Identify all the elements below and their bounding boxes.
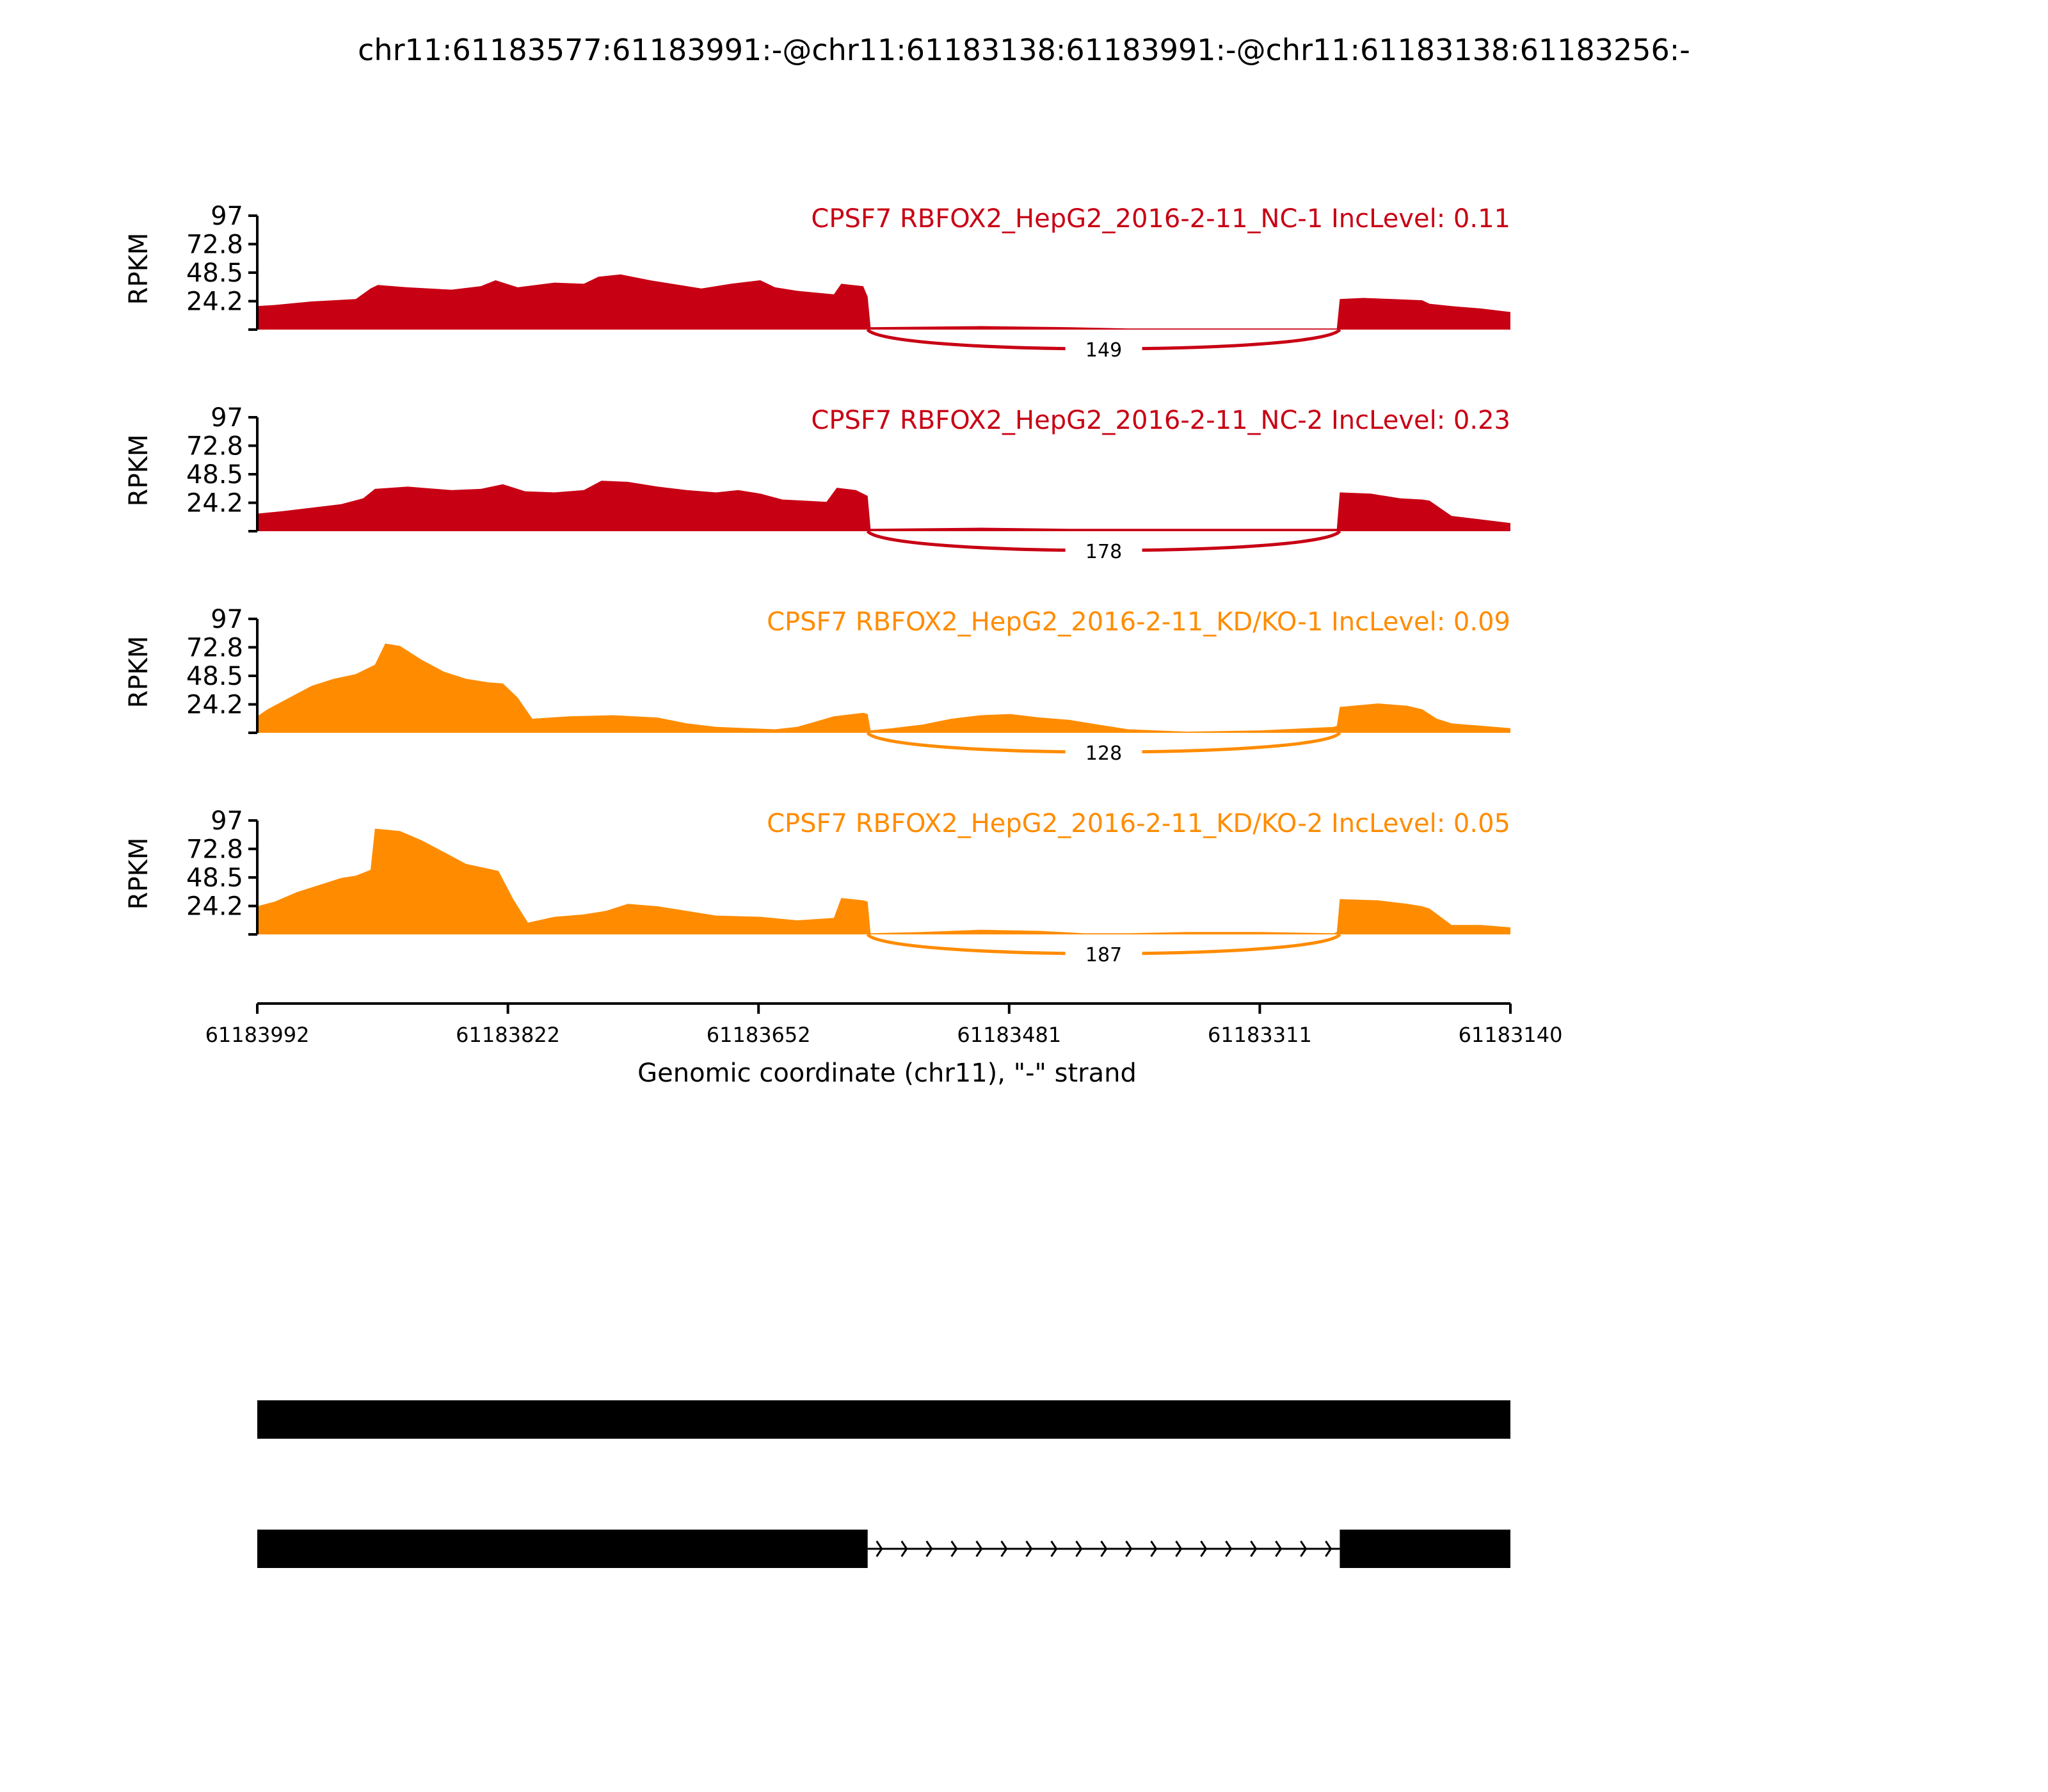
- x-tick-label: 61183652: [707, 1023, 811, 1047]
- x-tick-label: 61183992: [205, 1023, 310, 1047]
- strand-arrow: [1150, 1540, 1158, 1557]
- strand-arrow: [1250, 1540, 1258, 1557]
- strand-arrow: [1300, 1540, 1308, 1557]
- panel-label: CPSF7 RBFOX2_HepG2_2016-2-11_NC-2 IncLev…: [811, 406, 1510, 435]
- y-axis-label: RPKM: [124, 636, 154, 708]
- y-tick-label: 48.5: [186, 662, 243, 691]
- y-tick-label: 97: [211, 403, 243, 433]
- strand-arrow: [950, 1540, 958, 1557]
- strand-arrow: [1175, 1540, 1183, 1557]
- x-axis-label: Genomic coordinate (chr11), "-" strand: [637, 1059, 1137, 1088]
- junction-label-bg: [1065, 739, 1142, 765]
- y-tick-label: 24.2: [186, 489, 243, 518]
- strand-arrow: [1225, 1540, 1233, 1557]
- strand-arrow: [975, 1540, 983, 1557]
- strand-arrow: [1025, 1540, 1033, 1557]
- junction-count-label: 187: [1085, 944, 1122, 966]
- junction-count-label: 128: [1085, 742, 1122, 765]
- y-tick-label: 72.8: [186, 431, 243, 461]
- gene-model: [257, 1400, 1510, 1568]
- strand-arrow: [900, 1540, 908, 1557]
- exon-block: [257, 1400, 1510, 1439]
- junction-count-label: 178: [1085, 541, 1122, 563]
- strand-arrow: [1100, 1540, 1108, 1557]
- exon-block: [257, 1530, 868, 1568]
- y-tick-label: 48.5: [186, 259, 243, 288]
- panel-label: CPSF7 RBFOX2_HepG2_2016-2-11_KD/KO-1 Inc…: [767, 607, 1510, 637]
- x-tick-label: 61183311: [1208, 1023, 1312, 1047]
- junction-label-bg: [1065, 336, 1142, 362]
- y-tick-label: 48.5: [186, 460, 243, 490]
- strand-arrow: [1000, 1540, 1008, 1557]
- strand-arrow: [1050, 1540, 1058, 1557]
- x-tick-label: 61183481: [957, 1023, 1061, 1047]
- y-tick-label: 72.8: [186, 230, 243, 259]
- strand-arrow: [925, 1540, 933, 1557]
- x-tick-label: 61183140: [1459, 1023, 1563, 1047]
- y-axis-label: RPKM: [124, 233, 154, 305]
- strand-arrow: [1325, 1540, 1332, 1557]
- y-tick-label: 48.5: [186, 863, 243, 893]
- chart-title: chr11:61183577:61183991:-@chr11:61183138…: [358, 33, 1690, 67]
- strand-arrow: [1125, 1540, 1133, 1557]
- transcript-track: [257, 1400, 1510, 1439]
- y-tick-label: 97: [211, 605, 243, 634]
- junction-label-bg: [1065, 538, 1142, 563]
- panel-label: CPSF7 RBFOX2_HepG2_2016-2-11_KD/KO-2 Inc…: [767, 809, 1510, 838]
- y-tick-label: 97: [211, 806, 243, 836]
- y-tick-label: 72.8: [186, 835, 243, 864]
- coverage-area: [257, 828, 1510, 934]
- coverage-area: [257, 481, 1510, 531]
- strand-arrow: [876, 1540, 883, 1557]
- x-tick-label: 61183822: [456, 1023, 560, 1047]
- junction-count-label: 149: [1085, 339, 1122, 362]
- y-tick-label: 24.2: [186, 892, 243, 922]
- panel-label: CPSF7 RBFOX2_HepG2_2016-2-11_NC-1 IncLev…: [811, 204, 1510, 234]
- x-axis: 61183992 61183822 61183652 61183481 61183311…: [205, 1002, 1563, 1088]
- y-tick-label: 24.2: [186, 691, 243, 720]
- strand-arrow: [1075, 1540, 1083, 1557]
- transcript-track: [257, 1530, 1510, 1568]
- strand-arrow: [1275, 1540, 1283, 1557]
- y-axis-label: RPKM: [124, 838, 154, 910]
- junction-label-bg: [1065, 941, 1142, 966]
- y-tick-label: 72.8: [186, 633, 243, 662]
- coverage-area: [257, 274, 1510, 330]
- exon-block: [1340, 1530, 1510, 1568]
- y-tick-label: 24.2: [186, 287, 243, 317]
- coverage-area: [257, 643, 1510, 733]
- y-tick-label: 97: [211, 202, 243, 231]
- strand-arrow: [1200, 1540, 1208, 1557]
- y-axis-label: RPKM: [124, 435, 154, 507]
